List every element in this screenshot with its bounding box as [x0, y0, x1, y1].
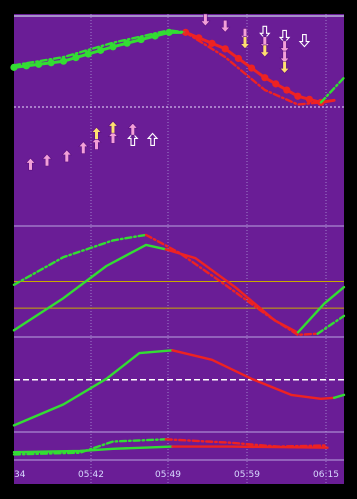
- price-series-1-dot: [97, 46, 105, 54]
- oscillator-series-2-bull-segment: [316, 314, 346, 335]
- vertical-gridlines: [90, 14, 327, 484]
- down-arrow-hollow: [278, 29, 291, 44]
- histogram-series-2-bull-segment: [12, 438, 167, 456]
- up-arrow-pink: [91, 137, 102, 150]
- time-tick-label: 34: [14, 470, 26, 480]
- price-series-1-dot: [272, 80, 280, 88]
- price-series-1-dot: [137, 35, 145, 44]
- price-series-1-dot: [123, 39, 131, 47]
- price-series-2-bull-segment: [319, 76, 346, 104]
- price-series-1-dot: [248, 64, 256, 72]
- time-tick-label: 05:42: [78, 470, 104, 480]
- up-arrow-pink: [107, 130, 119, 144]
- histogram-series-2-bear-segment: [164, 438, 329, 448]
- price-series-1-dot: [294, 92, 302, 100]
- trend-series-1-bull-segment: [12, 349, 174, 427]
- histogram-series-1-bull-segment: [12, 445, 174, 454]
- up-arrow-yellow: [91, 126, 102, 140]
- price-series-1-dot: [72, 53, 80, 62]
- up-arrow-pink: [25, 157, 36, 171]
- price-series-1-dot: [84, 50, 92, 58]
- time-tick-label: 05:49: [155, 470, 181, 480]
- oscillator-series-2-bull-segment: [12, 233, 148, 286]
- down-arrow-pink: [220, 19, 231, 33]
- down-arrow-hollow: [259, 25, 271, 40]
- trend-series-1-bear-segment: [171, 349, 336, 400]
- down-arrow-pink: [200, 13, 211, 27]
- down-arrow-hollow: [298, 34, 311, 48]
- down-arrow-pink: [259, 36, 270, 50]
- price-series-1-dot: [221, 45, 229, 53]
- price-series-1-dot: [261, 74, 269, 82]
- price-series-1-dot: [109, 43, 117, 51]
- histogram-series-1-bear-segment: [171, 445, 329, 449]
- price-series-1-dot: [305, 95, 313, 103]
- indicator-lines: [10, 28, 346, 456]
- down-arrow-yellow: [259, 44, 270, 58]
- signal-arrows: [25, 13, 311, 171]
- price-series-2-bear-segment: [184, 31, 323, 106]
- time-axis: 34 05:42 05:49 05:59 06:15: [14, 470, 339, 480]
- trend-series-1-bull-segment: [332, 393, 346, 399]
- price-series-2-bull-segment: [12, 29, 187, 67]
- up-arrow-yellow: [107, 120, 119, 134]
- down-arrow-pink: [279, 50, 290, 64]
- price-series-1-dot: [59, 57, 68, 65]
- panel-separators: [14, 106, 344, 461]
- price-series-1-dot: [234, 54, 242, 63]
- up-arrow-pink: [41, 153, 53, 167]
- oscillator-series-1-bull-segment: [296, 285, 346, 334]
- down-arrow-yellow: [239, 36, 251, 50]
- up-arrow-pink: [61, 149, 72, 163]
- level-lines: [14, 281, 344, 381]
- time-tick-label: 06:15: [313, 470, 339, 480]
- oscillator-series-1-bull-segment: [12, 243, 167, 332]
- time-tick-label: 05:59: [234, 470, 260, 480]
- price-series-1-dot: [208, 39, 216, 47]
- price-series-1-dot: [47, 59, 55, 67]
- down-arrow-yellow: [279, 61, 290, 74]
- down-arrow-pink: [239, 28, 251, 41]
- oscillator-series-2-bear-segment: [144, 233, 319, 336]
- up-arrow-hollow: [127, 132, 139, 147]
- price-series-1-dot: [283, 86, 291, 94]
- down-arrow-pink: [279, 40, 290, 54]
- chart-background: [14, 14, 344, 484]
- up-arrow-pink: [78, 141, 89, 155]
- up-arrow-pink: [127, 122, 138, 136]
- up-arrow-hollow: [146, 132, 159, 147]
